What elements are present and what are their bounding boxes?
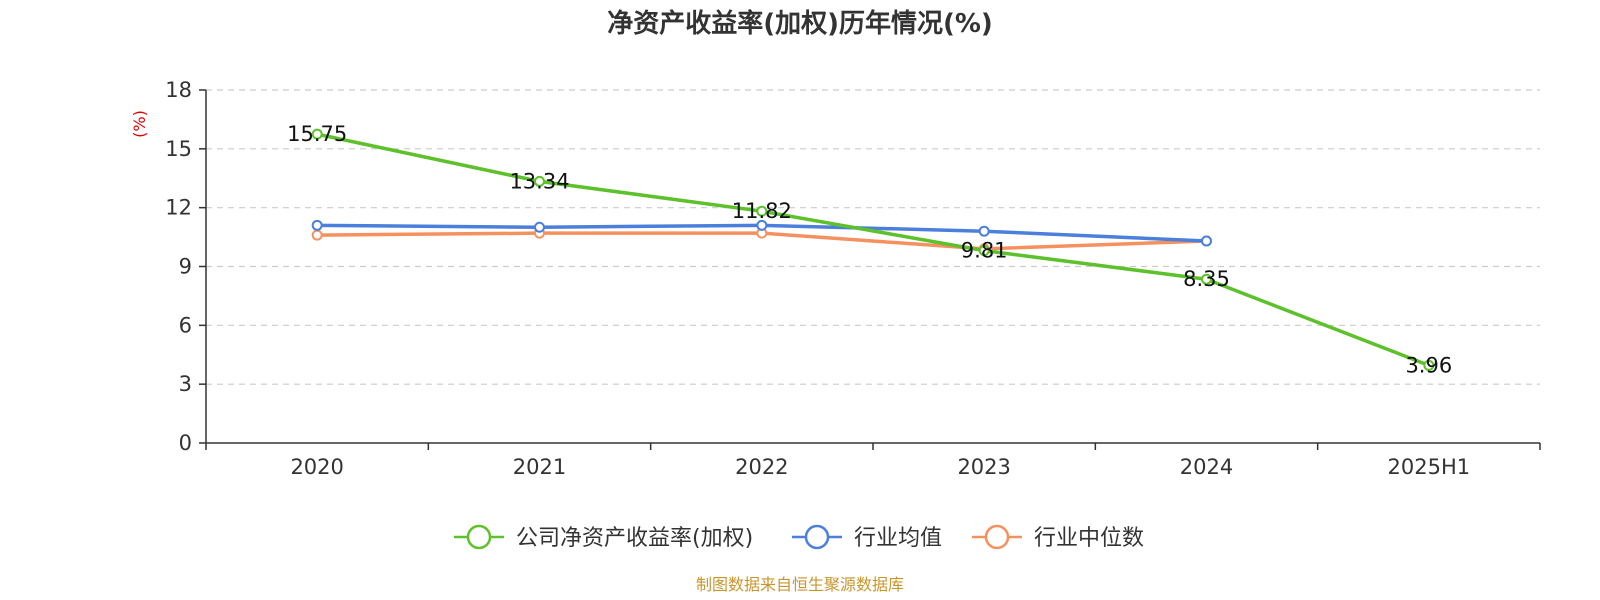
legend-label: 公司净资产收益率(加权) [516, 526, 753, 551]
legend: 公司净资产收益率(加权) 行业均值 行业中位数 [454, 524, 1144, 551]
data-point [311, 128, 323, 140]
x-tick-label: 2023 [957, 455, 1010, 479]
data-point [1423, 359, 1435, 371]
series-line [316, 132, 1430, 367]
y-tick-label: 12 [165, 196, 192, 220]
data-point [756, 205, 768, 217]
data-label: 9.81 [961, 239, 1008, 263]
data-point [311, 219, 323, 231]
y-tick-label: 18 [165, 78, 192, 102]
legend-label: 行业均值 [854, 526, 942, 551]
data-point [1201, 235, 1212, 247]
x-tick-label: 2020 [290, 455, 343, 479]
x-tick-label: 2022 [735, 455, 788, 479]
series-layer [311, 128, 1435, 371]
data-labels: 15.75 13.34 11.82 9.81 8.35 3.96 [287, 122, 1452, 377]
data-label: 3.96 [1405, 353, 1452, 377]
x-tick-label: 2021 [513, 455, 566, 479]
data-point [534, 175, 545, 187]
legend-marker [984, 524, 1010, 550]
data-label: 11.82 [732, 199, 792, 223]
data-point [978, 245, 990, 257]
x-tick-label: 2025H1 [1388, 455, 1471, 479]
y-tick-label: 9 [179, 255, 192, 279]
data-point [534, 221, 545, 233]
chart-title: 净资产收益率(加权)历年情况(%) [607, 8, 993, 39]
y-tick-label: 15 [165, 137, 192, 161]
axes: 0 3 6 9 12 15 18 2020 2021 2022 2023 2024 2025H1 [165, 78, 1541, 479]
x-tick-label: 2024 [1180, 455, 1233, 479]
grid-lines [206, 89, 1540, 385]
y-axis-label: (%) [130, 110, 149, 138]
y-tick-label: 6 [179, 313, 192, 337]
data-point [1201, 273, 1212, 285]
data-point [756, 219, 768, 231]
legend-marker [466, 524, 492, 550]
data-label: 15.75 [287, 122, 347, 146]
legend-label: 行业中位数 [1034, 526, 1144, 551]
legend-marker [804, 524, 830, 550]
data-point [311, 229, 323, 241]
source-note: 制图数据来自恒生聚源数据库 [696, 575, 904, 594]
data-label: 8.35 [1183, 267, 1230, 291]
data-label: 13.34 [509, 169, 569, 193]
y-tick-label: 0 [179, 431, 192, 455]
data-point [978, 225, 990, 237]
y-tick-label: 3 [179, 372, 192, 396]
